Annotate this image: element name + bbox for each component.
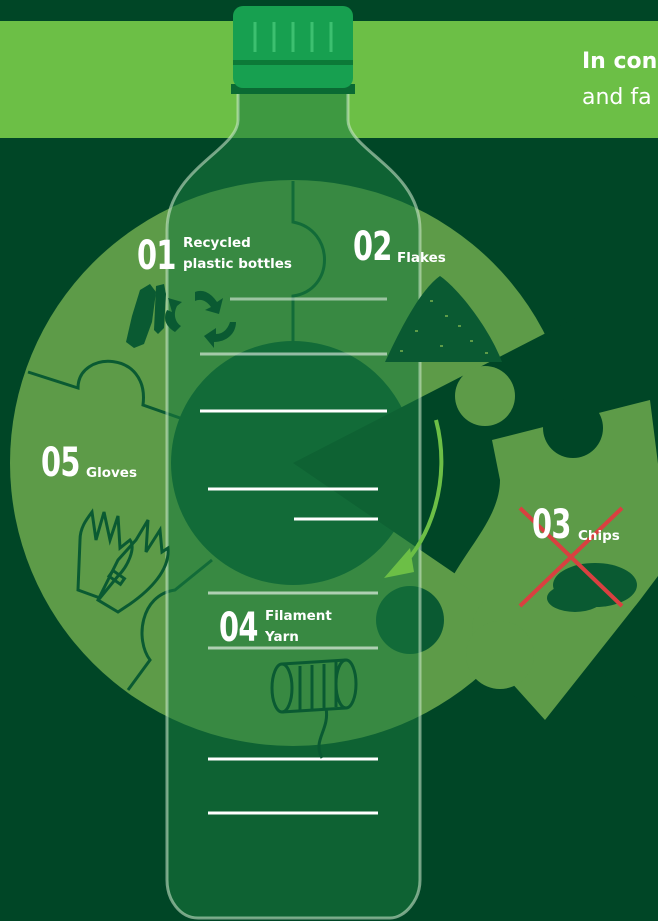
step-label-05: Gloves (86, 465, 137, 481)
step-label-02: Flakes (397, 250, 446, 266)
header-subtitle: and fa (582, 85, 652, 110)
recycle-bottles-icon (126, 284, 236, 348)
chips-puzzle-piece (452, 398, 658, 720)
step-label-01-line2: plastic bottles (183, 256, 292, 272)
cross-out-icon (518, 506, 624, 608)
step-number-02: 02 (353, 224, 392, 270)
flow-arrow (384, 419, 444, 578)
step-number-01: 01 (137, 233, 176, 279)
chips-pile-icon (547, 563, 637, 612)
step-label-04-line1: Filament (265, 608, 332, 624)
yarn-spool-icon (270, 658, 358, 759)
flakes-pile-icon (385, 276, 502, 362)
step-number-05: 05 (41, 440, 80, 486)
step-number-04: 04 (219, 605, 258, 651)
step-number-03: 03 (532, 502, 571, 548)
step-label-04: Filament Yarn (265, 606, 332, 648)
step-label-03: Chips (578, 528, 620, 544)
step-label-01: Recycled plastic bottles (183, 233, 292, 275)
header-title: In conc (582, 49, 658, 74)
bottle (165, 6, 422, 920)
gloves-icon (76, 508, 170, 614)
bottle-lines (200, 297, 387, 815)
step-label-01-line1: Recycled (183, 235, 251, 251)
step-label-04-line2: Yarn (265, 629, 299, 645)
header-text: In conc and fa (582, 44, 658, 116)
